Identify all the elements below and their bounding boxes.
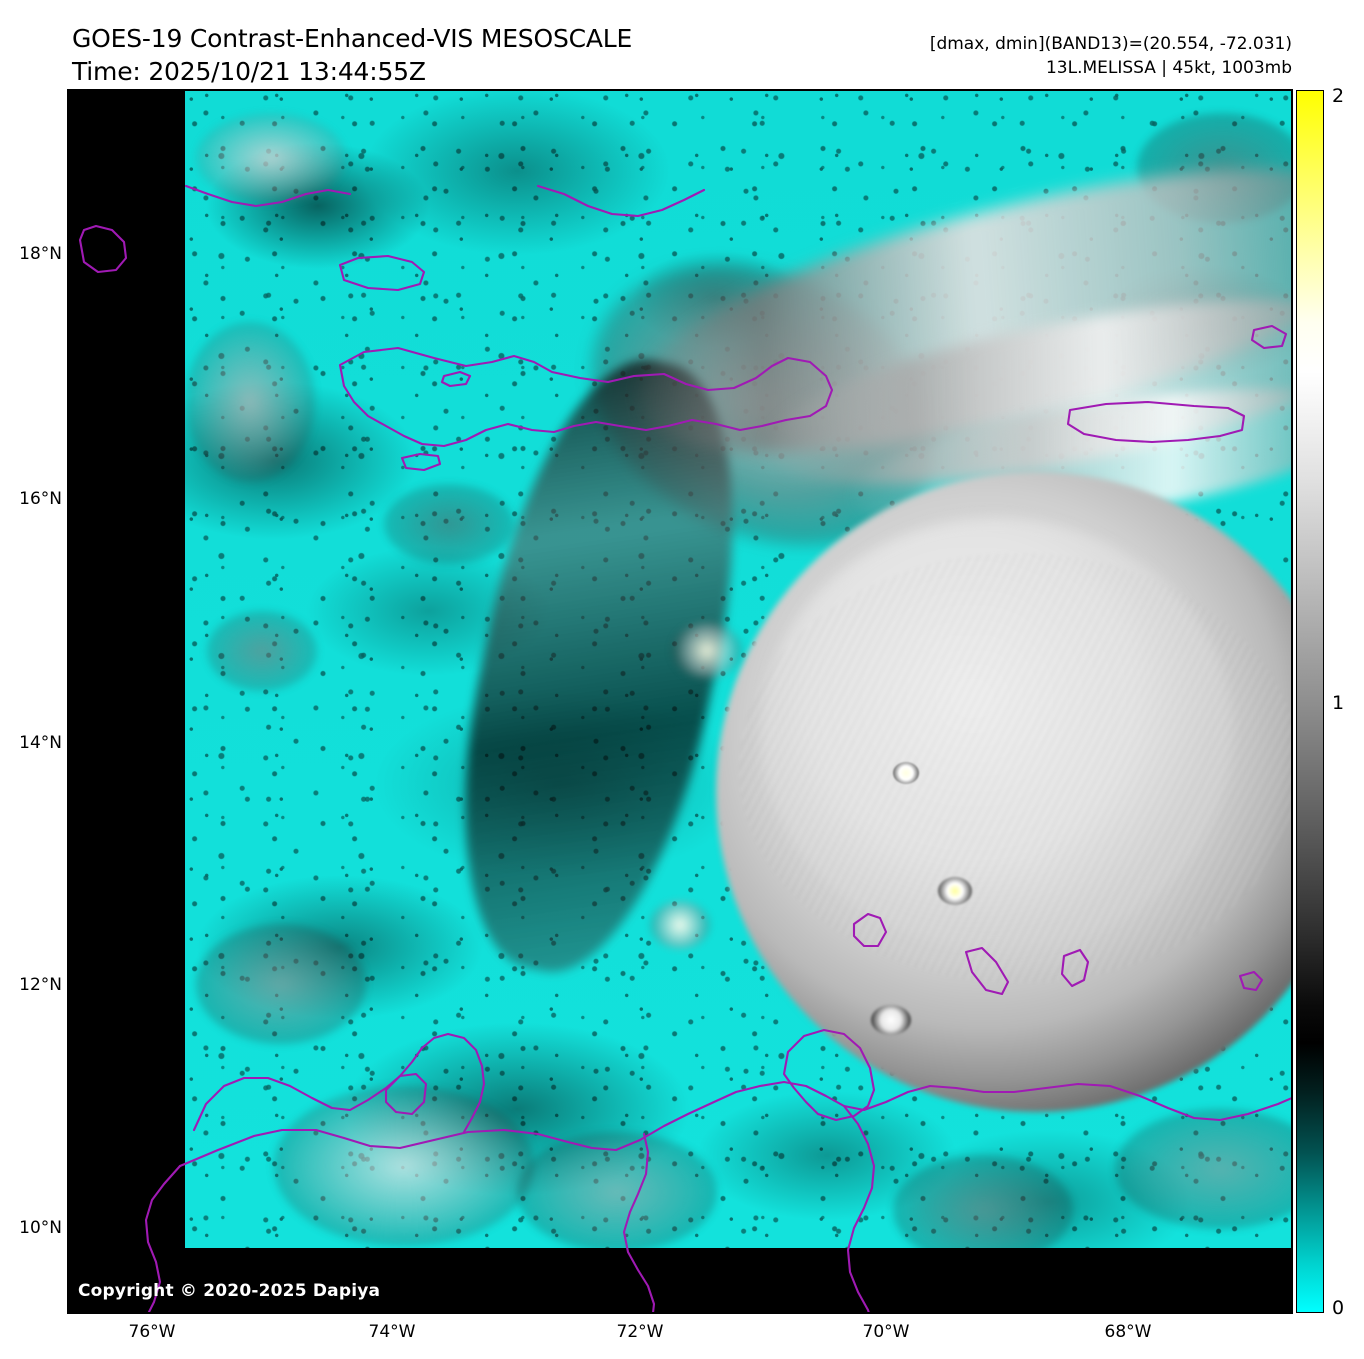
coastline-lake-maracaibo <box>192 1032 486 1134</box>
copyright-label: Copyright © 2020-2025 Dapiya <box>78 1281 381 1301</box>
dmax-dmin-label: [dmax, dmin](BAND13)=(20.554, -72.031) <box>929 34 1292 54</box>
colorbar-tick-label-bottom: 0 <box>1332 1297 1345 1319</box>
coastline-lake-maracaibo-inner <box>384 1072 428 1116</box>
colorbar-tick-label-top: 2 <box>1332 85 1345 107</box>
x-axis-tick-label: 72°W <box>616 1322 664 1342</box>
coastline-curacao <box>964 946 1010 996</box>
coastline-south-america-north <box>178 1080 1292 1168</box>
coastline-bahamas-arc <box>536 184 706 218</box>
x-axis-tick-label: 68°W <box>1104 1322 1152 1342</box>
colorbar <box>1296 90 1324 1313</box>
border-venezuela-east <box>842 1104 876 1313</box>
x-axis-tick-label: 70°W <box>862 1322 910 1342</box>
colorbar-tick-label-middle: 1 <box>1332 692 1345 714</box>
page-title: GOES-19 Contrast-Enhanced-VIS MESOSCALE <box>72 24 633 53</box>
y-axis-tick-label: 16°N <box>19 489 62 509</box>
coastline-island-south-east <box>1238 970 1264 992</box>
satellite-image-plot <box>68 90 1292 1313</box>
coastline-ile-de-la-gonave <box>400 452 442 472</box>
timestamp-label: Time: 2025/10/21 13:44:55Z <box>72 57 426 86</box>
x-axis-tick-label: 76°W <box>128 1322 176 1342</box>
coastline-overlay <box>78 184 1292 1313</box>
coastline-cuba-southeast <box>184 184 352 208</box>
x-axis-tick-label: 74°W <box>368 1322 416 1342</box>
border-venezuela-west <box>622 1132 656 1313</box>
y-axis-tick-label: 18°N <box>19 244 62 264</box>
storm-info-label: 13L.MELISSA | 45kt, 1003mb <box>1045 58 1292 78</box>
y-axis-tick-label: 10°N <box>19 1218 62 1238</box>
coastline-guajira-peninsula <box>782 1028 876 1122</box>
coastline-aruba <box>852 912 888 948</box>
coastline-lake-enriquillo <box>440 370 472 388</box>
coastline-colombia-west <box>144 1164 182 1313</box>
coastline-island-west <box>78 224 128 274</box>
colorbar-gradient <box>1297 91 1323 1312</box>
coastline-island-northeast <box>1250 324 1288 350</box>
coastline-jamaica <box>338 254 426 292</box>
y-axis-tick-label: 12°N <box>19 975 62 995</box>
coastline-hispaniola <box>338 346 834 448</box>
chart-title-block: GOES-19 Contrast-Enhanced-VIS MESOSCALE … <box>72 22 632 88</box>
coastline-bonaire <box>1060 948 1090 988</box>
chart-metadata-block: [dmax, dmin](BAND13)=(20.554, -72.031) 1… <box>930 32 1292 80</box>
y-axis-tick-label: 14°N <box>19 733 62 753</box>
coastline-puerto-rico <box>1066 400 1246 444</box>
